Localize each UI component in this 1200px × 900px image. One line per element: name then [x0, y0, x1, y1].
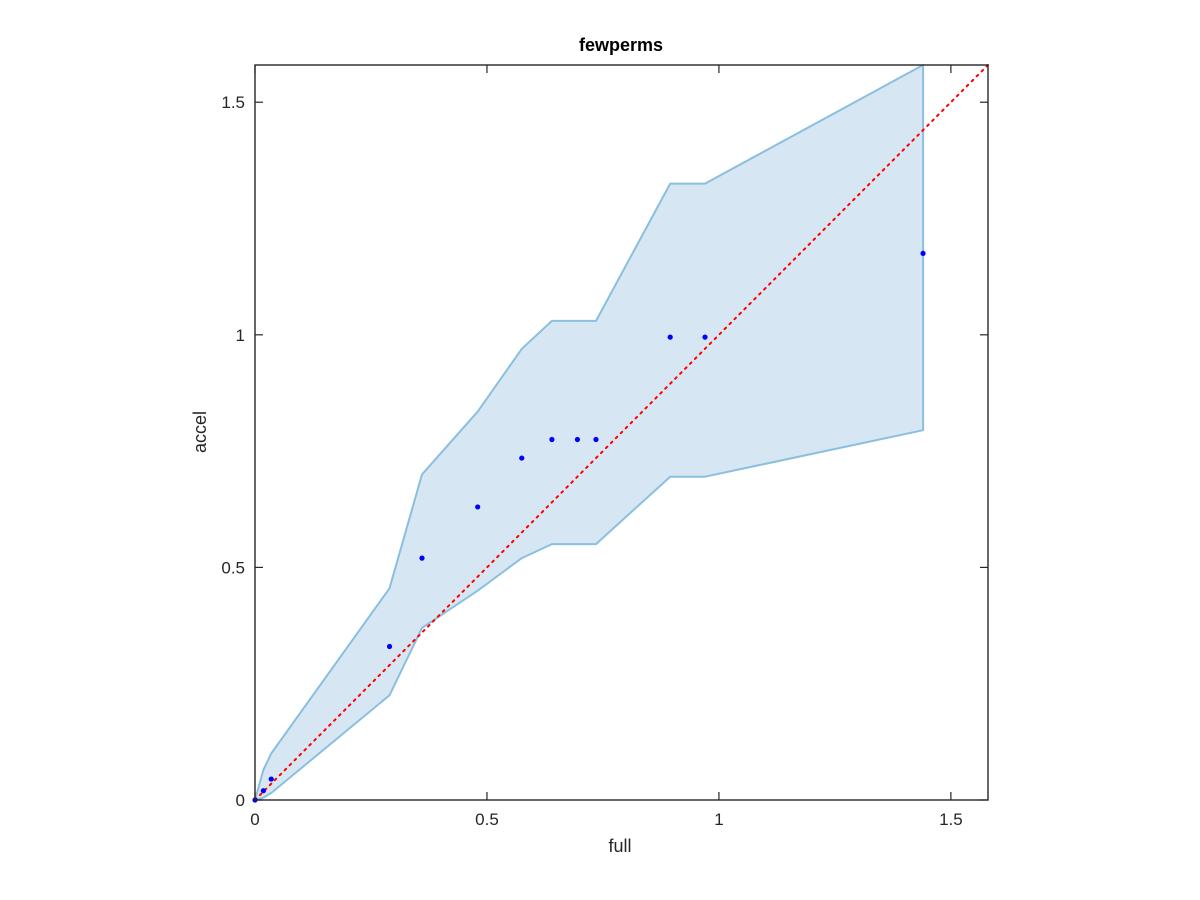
x-axis-label: full	[608, 836, 631, 856]
data-point	[920, 250, 926, 257]
confidence-band-layer	[254, 64, 925, 801]
x-tick-label: 0.5	[475, 810, 499, 829]
plot-frame	[254, 64, 989, 801]
data-point	[549, 436, 555, 443]
reference-line-layer	[254, 64, 989, 801]
data-point	[260, 788, 266, 794]
y-tick-label: 1.5	[221, 93, 245, 112]
y-tick-label: 0.5	[221, 558, 245, 577]
data-point	[268, 776, 274, 782]
y-tick-label: 0	[236, 791, 245, 810]
x-ticks: 0 0.5 1 1.5	[250, 65, 963, 829]
x-tick-label: 1	[714, 810, 723, 829]
scatter-points-layer	[252, 250, 926, 803]
axes-box	[254, 64, 989, 801]
data-point	[667, 334, 673, 340]
x-tick-label: 0	[250, 810, 259, 829]
data-point	[519, 455, 525, 461]
data-point	[419, 555, 425, 561]
data-point	[574, 436, 581, 443]
confidence-band	[254, 64, 925, 801]
y-ticks: 0 0.5 1 1.5	[221, 93, 988, 810]
reference-line	[254, 64, 989, 801]
chart-title: fewperms	[579, 35, 663, 55]
data-point	[475, 504, 481, 510]
data-point	[593, 436, 599, 443]
y-axis-label: accel	[190, 411, 210, 453]
y-tick-label: 1	[236, 326, 245, 345]
data-point	[386, 643, 393, 650]
data-point	[702, 334, 708, 340]
x-tick-label: 1.5	[939, 810, 963, 829]
